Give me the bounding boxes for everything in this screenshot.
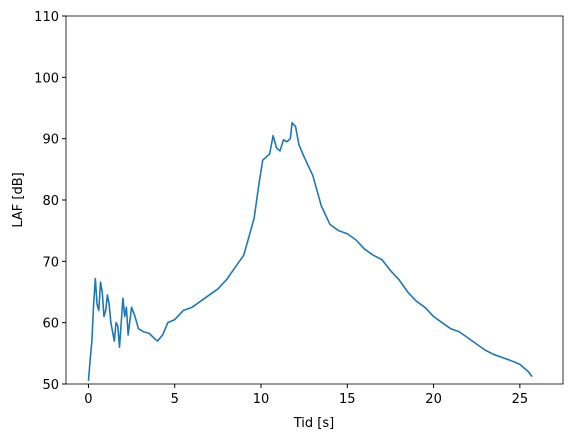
y-tick-label: 60 [42, 317, 59, 332]
x-tick-label: 25 [512, 392, 529, 407]
x-tick-label: 5 [171, 392, 179, 407]
data-line [87, 121, 533, 381]
x-tick-label: 0 [84, 392, 92, 407]
y-tick-label: 110 [34, 10, 59, 25]
x-tick-label: 15 [339, 392, 356, 407]
x-tick-label: 10 [253, 392, 270, 407]
y-tick-label: 70 [42, 255, 59, 270]
y-tick-label: 90 [42, 133, 59, 148]
y-tick-label: 80 [42, 194, 59, 209]
x-axis-label: Tid [s] [293, 416, 334, 431]
axes-frame [65, 15, 564, 385]
y-axis-label: LAF [dB] [11, 172, 26, 227]
x-tick-label: 20 [425, 392, 442, 407]
y-tick-label: 100 [34, 71, 59, 86]
y-tick-label: 50 [42, 378, 59, 393]
